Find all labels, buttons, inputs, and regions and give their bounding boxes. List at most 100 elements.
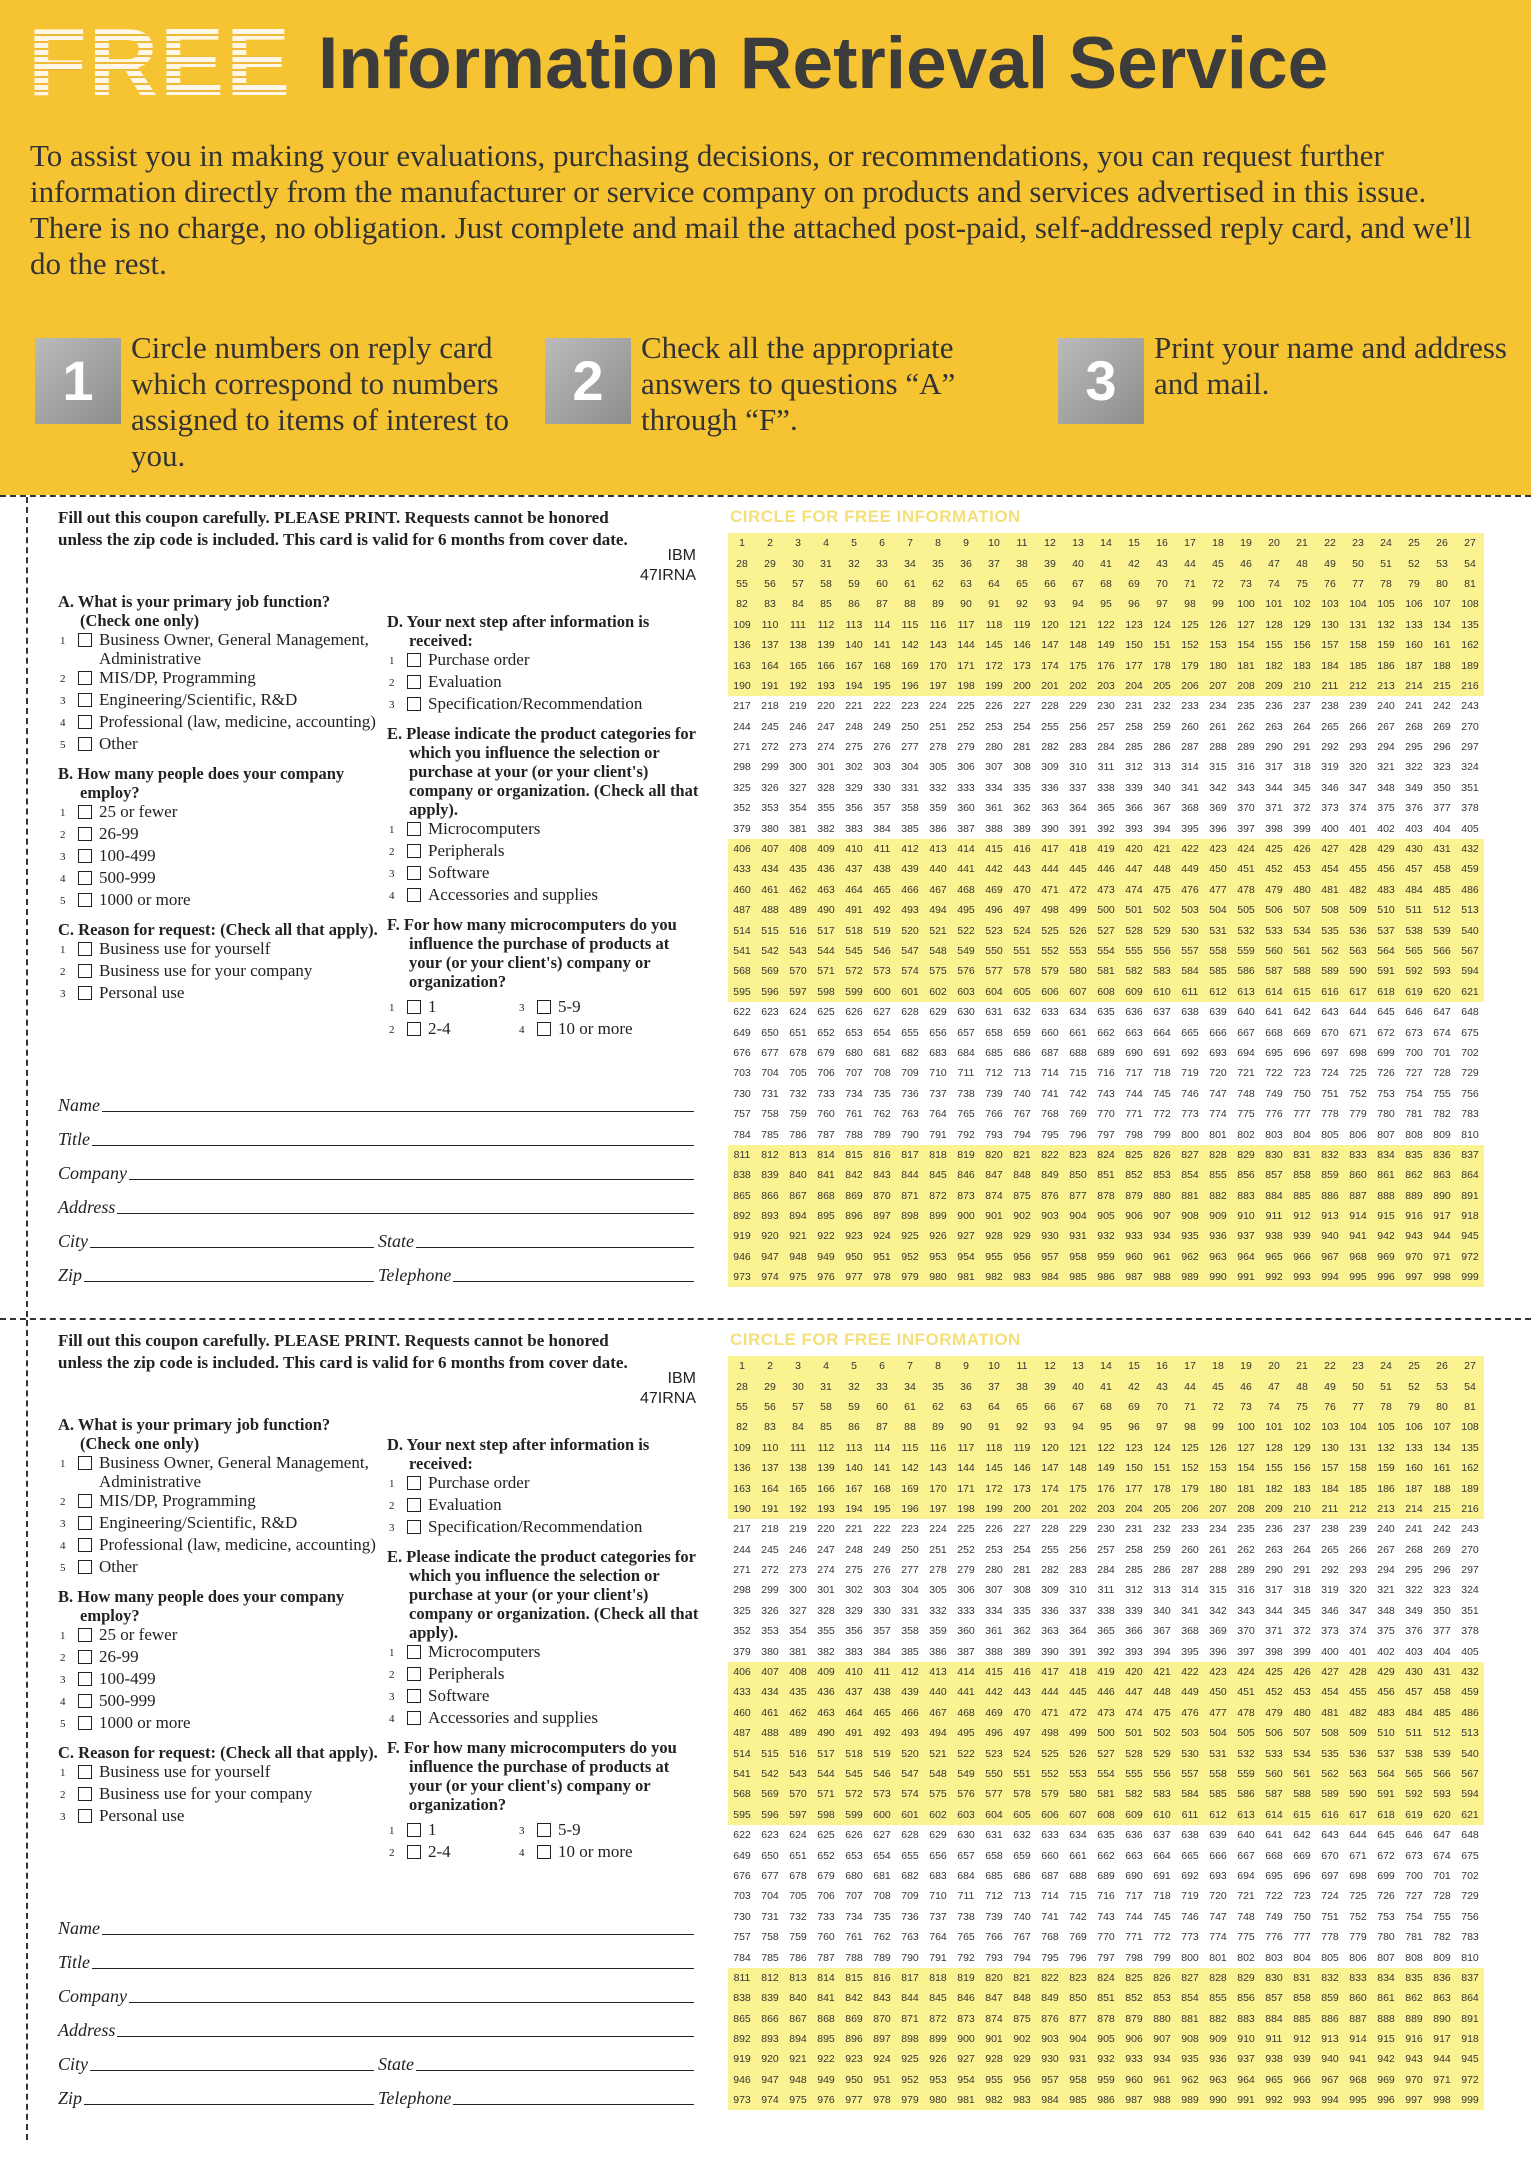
circle-number[interactable]: 557 (1181, 1768, 1199, 1780)
circle-number[interactable]: 216 (1461, 679, 1479, 692)
circle-number[interactable]: 321 (1377, 761, 1395, 774)
circle-number[interactable]: 791 (929, 1951, 947, 1964)
circle-number[interactable]: 982 (985, 1271, 1003, 1284)
circle-number[interactable]: 678 (789, 1869, 807, 1882)
circle-number[interactable]: 158 (1349, 1462, 1367, 1475)
circle-number[interactable]: 783 (1461, 1931, 1479, 1944)
circle-number[interactable]: 398 (1265, 822, 1283, 835)
circle-number[interactable]: 473 (1097, 1706, 1115, 1719)
circle-number[interactable]: 670 (1321, 1849, 1339, 1862)
circle-number[interactable]: 797 (1097, 1128, 1115, 1141)
circle-number[interactable]: 710 (929, 1067, 947, 1080)
circle-number[interactable]: 117 (957, 618, 975, 631)
circle-number[interactable]: 38 (1016, 1380, 1028, 1393)
circle-number[interactable]: 834 (1377, 1971, 1395, 1984)
circle-number[interactable]: 594 (1461, 965, 1479, 978)
circle-number[interactable]: 614 (1265, 1808, 1283, 1821)
circle-number[interactable]: 209 (1265, 679, 1283, 692)
circle-number[interactable]: 810 (1461, 1128, 1479, 1141)
circle-number[interactable]: 340 (1153, 781, 1171, 794)
circle-number[interactable]: 346 (1321, 1604, 1339, 1617)
circle-number[interactable]: 113 (845, 618, 863, 631)
circle-number[interactable]: 422 (1181, 843, 1199, 856)
circle-number[interactable]: 862 (1405, 1992, 1423, 2005)
circle-number[interactable]: 225 (957, 700, 975, 713)
circle-number[interactable]: 446 (1097, 863, 1115, 876)
circle-number[interactable]: 10 (988, 1360, 1000, 1373)
circle-number[interactable]: 278 (929, 741, 947, 754)
circle-number[interactable]: 356 (845, 1625, 863, 1638)
circle-number[interactable]: 747 (1209, 1087, 1227, 1100)
circle-number[interactable]: 62 (932, 1400, 944, 1413)
circle-number[interactable]: 497 (1013, 904, 1031, 917)
circle-number[interactable]: 101 (1265, 598, 1283, 611)
circle-number[interactable]: 364 (1069, 1625, 1087, 1638)
circle-number[interactable]: 17 (1184, 537, 1196, 550)
circle-number[interactable]: 436 (817, 1686, 835, 1699)
circle-number[interactable]: 759 (789, 1108, 807, 1121)
circle-number[interactable]: 555 (1125, 945, 1143, 957)
circle-number[interactable]: 929 (1013, 1230, 1031, 1243)
circle-number[interactable]: 368 (1181, 802, 1199, 815)
circle-number[interactable]: 272 (761, 1564, 779, 1577)
circle-number[interactable]: 555 (1125, 1768, 1143, 1780)
circle-number[interactable]: 936 (1209, 1230, 1227, 1243)
circle-number[interactable]: 234 (1209, 700, 1227, 713)
circle-number[interactable]: 202 (1069, 1502, 1087, 1515)
circle-number[interactable]: 604 (985, 985, 1003, 998)
circle-number[interactable]: 431 (1433, 1666, 1451, 1679)
circle-number[interactable]: 194 (845, 1502, 863, 1515)
circle-number[interactable]: 193 (817, 679, 835, 692)
circle-number[interactable]: 617 (1349, 985, 1367, 998)
circle-number[interactable]: 419 (1097, 1666, 1115, 1679)
circle-number[interactable]: 672 (1377, 1026, 1395, 1039)
circle-number[interactable]: 176 (1097, 1482, 1115, 1495)
circle-number[interactable]: 310 (1069, 761, 1087, 774)
circle-number[interactable]: 285 (1125, 1564, 1143, 1577)
circle-number[interactable]: 510 (1377, 1727, 1395, 1740)
circle-number[interactable]: 348 (1377, 1604, 1395, 1617)
circle-number[interactable]: 818 (929, 1148, 947, 1161)
circle-number[interactable]: 82 (736, 1421, 748, 1434)
circle-number[interactable]: 964 (1237, 2073, 1255, 2086)
circle-number[interactable]: 240 (1377, 700, 1395, 713)
circle-number[interactable]: 709 (901, 1067, 919, 1080)
circle-number[interactable]: 965 (1265, 2073, 1283, 2086)
circle-number[interactable]: 389 (1013, 1645, 1031, 1658)
circle-number[interactable]: 146 (1013, 639, 1031, 652)
circle-number[interactable]: 970 (1405, 1250, 1423, 1263)
circle-number[interactable]: 287 (1181, 741, 1199, 754)
circle-number[interactable]: 3 (795, 537, 801, 550)
circle-number[interactable]: 386 (929, 822, 947, 835)
circle-number[interactable]: 864 (1461, 1169, 1479, 1182)
circle-number[interactable]: 455 (1349, 863, 1367, 876)
circle-number[interactable]: 340 (1153, 1604, 1171, 1617)
circle-number[interactable]: 611 (1181, 1808, 1199, 1821)
circle-number[interactable]: 253 (985, 720, 1003, 733)
circle-number[interactable]: 605 (1013, 985, 1031, 998)
circle-number[interactable]: 634 (1069, 1006, 1087, 1019)
circle-number[interactable]: 751 (1321, 1910, 1339, 1923)
circle-number[interactable]: 428 (1349, 1666, 1367, 1679)
circle-number[interactable]: 868 (817, 2012, 835, 2025)
circle-number[interactable]: 929 (1013, 2053, 1031, 2066)
circle-number[interactable]: 760 (817, 1931, 835, 1944)
circle-number[interactable]: 700 (1405, 1869, 1423, 1882)
circle-number[interactable]: 488 (761, 1727, 779, 1740)
circle-number[interactable]: 493 (901, 904, 919, 917)
circle-number[interactable]: 232 (1153, 1523, 1171, 1536)
circle-number[interactable]: 94 (1072, 598, 1084, 611)
circle-number[interactable]: 794 (1013, 1951, 1031, 1964)
circle-number[interactable]: 842 (845, 1169, 863, 1182)
circle-number[interactable]: 869 (845, 1189, 863, 1202)
circle-number[interactable]: 798 (1125, 1128, 1143, 1141)
circle-number[interactable]: 600 (873, 985, 891, 998)
circle-number[interactable]: 693 (1209, 1869, 1227, 1882)
circle-number[interactable]: 209 (1265, 1502, 1283, 1515)
circle-number[interactable]: 244 (733, 720, 751, 733)
circle-number[interactable]: 84 (792, 598, 804, 611)
circle-number[interactable]: 448 (1153, 1686, 1171, 1699)
circle-number[interactable]: 133 (1405, 618, 1423, 631)
circle-number[interactable]: 327 (789, 781, 807, 794)
circle-number[interactable]: 697 (1321, 1046, 1339, 1059)
